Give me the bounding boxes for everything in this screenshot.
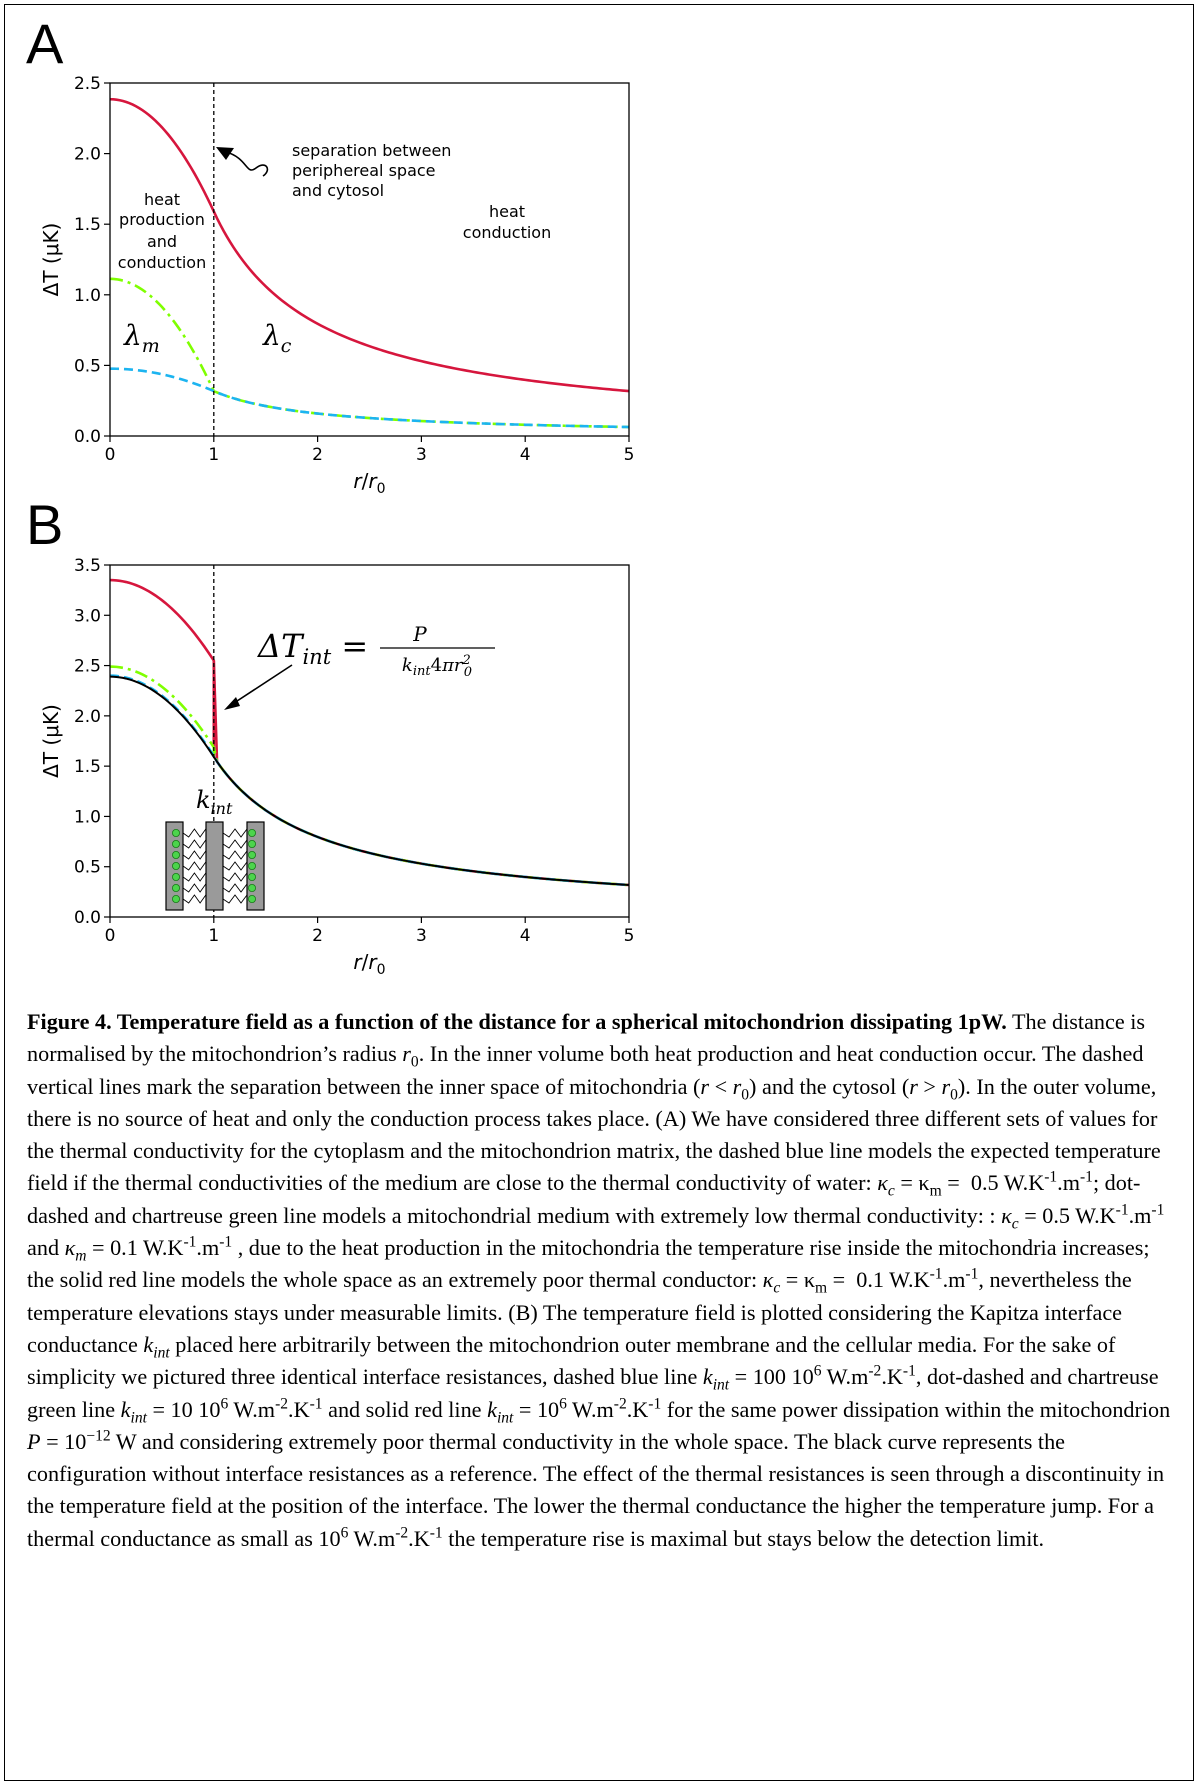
caption-body: The distance is normalised by the mitoch… bbox=[27, 1009, 1171, 1551]
lipid-head bbox=[171, 851, 180, 860]
y-tick-label: 1.5 bbox=[74, 215, 101, 235]
figure-caption: Figure 4. Temperature field as a functio… bbox=[27, 1006, 1177, 1555]
x-tick-label: 1 bbox=[208, 926, 219, 946]
y-axis-label: ΔT (μK) bbox=[39, 704, 63, 778]
y-tick-label: 0.5 bbox=[74, 356, 101, 376]
x-tick-label: 3 bbox=[416, 926, 427, 946]
lipid-head bbox=[247, 884, 256, 893]
inner-region-label: conduction bbox=[118, 253, 206, 272]
series-line-1cb4f0 bbox=[109, 367, 630, 429]
separation-label: separation between bbox=[292, 141, 451, 160]
lipid-chain bbox=[222, 894, 248, 904]
series-line-d6163d bbox=[109, 578, 630, 887]
inner-region-label: production bbox=[119, 210, 205, 229]
y-tick-label: 2.0 bbox=[74, 707, 101, 727]
lipid-chain bbox=[182, 872, 207, 882]
y-tick-label: 3.0 bbox=[74, 606, 101, 626]
lipid-head bbox=[247, 851, 256, 860]
lipid-chain bbox=[182, 828, 207, 838]
outer-region-label: conduction bbox=[463, 223, 551, 242]
plot-frame bbox=[109, 82, 630, 437]
x-tick-label: 3 bbox=[416, 445, 427, 465]
lipid-chain bbox=[222, 861, 248, 871]
lipid-chain bbox=[182, 894, 207, 904]
separation-arrow-head bbox=[216, 147, 234, 160]
lipid-chain bbox=[182, 883, 207, 893]
separation-label: periphereal space bbox=[292, 161, 436, 180]
caption-title: Figure 4. Temperature field as a functio… bbox=[27, 1009, 1007, 1034]
plot-frame bbox=[109, 564, 630, 918]
lipid-head bbox=[171, 862, 180, 871]
lipid-head bbox=[247, 862, 256, 871]
lipid-chain bbox=[222, 883, 248, 893]
y-tick-label: 1.0 bbox=[74, 286, 101, 306]
k-int-label: kint bbox=[196, 786, 233, 818]
lipid-chain bbox=[182, 839, 207, 849]
separation-arrow-line bbox=[225, 151, 269, 177]
x-tick-label: 4 bbox=[520, 445, 531, 465]
formula-denominator: kint4πr2 0 bbox=[402, 653, 472, 680]
lipid-chain bbox=[222, 839, 248, 849]
delta-t-int-formula: ΔTint = bbox=[256, 627, 368, 669]
lipid-chain bbox=[182, 850, 207, 860]
lipid-head bbox=[171, 829, 180, 838]
x-tick-label: 2 bbox=[312, 445, 323, 465]
x-tick-label: 0 bbox=[105, 445, 116, 465]
panel-a-letter: A bbox=[26, 12, 64, 75]
series-line-reference bbox=[109, 675, 630, 886]
lipid-chain bbox=[222, 850, 248, 860]
y-tick-label: 2.5 bbox=[74, 74, 101, 94]
figure-frame bbox=[4, 4, 1194, 1781]
x-tick-label: 4 bbox=[520, 926, 531, 946]
lipid-head bbox=[247, 829, 256, 838]
lipid-head bbox=[247, 840, 256, 849]
panel-b-letter: B bbox=[26, 493, 64, 556]
y-tick-label: 0.0 bbox=[74, 908, 101, 928]
lipid-head bbox=[171, 895, 180, 904]
x-axis-label: r/r0 bbox=[353, 950, 385, 978]
y-tick-label: 0.0 bbox=[74, 427, 101, 447]
lipid-chain bbox=[222, 828, 248, 838]
series-line-7fff00 bbox=[109, 665, 630, 887]
x-tick-label: 5 bbox=[624, 926, 635, 946]
x-tick-label: 1 bbox=[208, 445, 219, 465]
y-tick-label: 3.5 bbox=[74, 556, 101, 576]
chart-b: 0 1 2 3 4 5 0.0 0.5 1.0 1.5 2.0 2.5 3.0 3.5 r/r0 ΔT (μK… bbox=[39, 556, 635, 978]
formula-arrow-line bbox=[233, 664, 293, 704]
inner-region-label: heat bbox=[144, 190, 180, 209]
separation-label: and cytosol bbox=[292, 181, 384, 200]
lipid-chain bbox=[182, 861, 207, 871]
outer-region-label: heat bbox=[489, 202, 525, 221]
series-line-d6163d bbox=[109, 97, 630, 393]
membrane-slab bbox=[205, 821, 224, 911]
membrane-schematic bbox=[165, 821, 265, 911]
lipid-head bbox=[247, 895, 256, 904]
lipid-head bbox=[171, 840, 180, 849]
y-tick-label: 1.0 bbox=[74, 807, 101, 827]
y-tick-label: 2.5 bbox=[74, 657, 101, 677]
x-tick-label: 5 bbox=[624, 445, 635, 465]
series-line-7fff00 bbox=[109, 277, 630, 429]
x-tick-label: 0 bbox=[105, 926, 116, 946]
lipid-chain bbox=[222, 872, 248, 882]
inner-region-label: and bbox=[147, 232, 177, 251]
formula-arrow-head bbox=[224, 697, 240, 710]
y-tick-label: 2.0 bbox=[74, 145, 101, 165]
x-tick-label: 2 bbox=[312, 926, 323, 946]
formula-numerator: P bbox=[412, 622, 427, 646]
y-tick-label: 1.5 bbox=[74, 757, 101, 777]
y-axis-label: ΔT (μK) bbox=[39, 223, 63, 297]
lipid-head bbox=[247, 873, 256, 882]
lipid-head bbox=[171, 884, 180, 893]
lipid-head bbox=[171, 873, 180, 882]
y-tick-label: 0.5 bbox=[74, 858, 101, 878]
